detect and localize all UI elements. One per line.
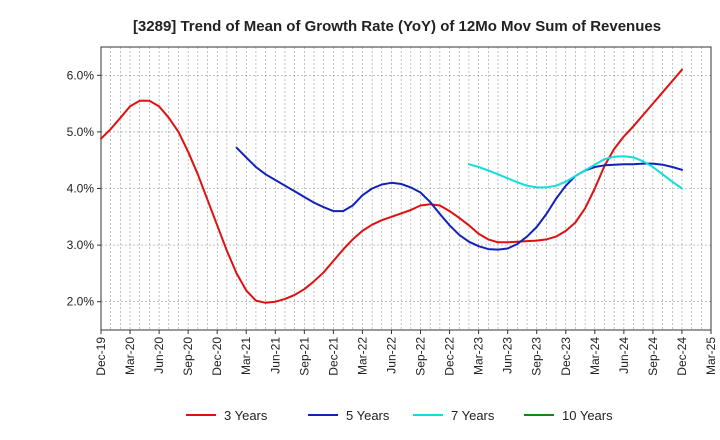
x-tick-label: Jun-23: [501, 337, 515, 374]
y-tick-label: 5.0%: [67, 125, 95, 139]
x-tick-label: Sep-21: [297, 337, 311, 376]
x-tick-label: Dec-19: [94, 337, 108, 376]
x-tick-label: Mar-25: [704, 337, 718, 375]
x-tick-label: Dec-24: [675, 337, 689, 376]
y-axis: 2.0% 3.0% 4.0% 5.0% 6.0%: [67, 68, 101, 309]
legend-label: 3 Years: [224, 408, 268, 423]
legend: 3 Years 5 Years 7 Years 10 Years: [186, 408, 613, 423]
chart-title: [3289] Trend of Mean of Growth Rate (YoY…: [133, 18, 661, 35]
x-tick-label: Jun-21: [268, 337, 282, 374]
x-tick-label: Mar-22: [355, 337, 369, 375]
grid: [101, 47, 711, 330]
x-tick-label: Jun-24: [617, 337, 631, 374]
legend-label: 5 Years: [346, 408, 390, 423]
x-tick-label: Sep-22: [414, 337, 428, 376]
series-lines: [100, 68, 683, 304]
y-tick-label: 6.0%: [67, 68, 95, 82]
legend-label: 10 Years: [562, 408, 613, 423]
x-tick-label: Sep-23: [530, 337, 544, 376]
y-tick-label: 2.0%: [67, 295, 95, 309]
y-tick-label: 3.0%: [67, 238, 95, 252]
x-tick-label: Jun-22: [384, 337, 398, 374]
x-tick-label: Dec-23: [559, 337, 573, 376]
legend-label: 7 Years: [451, 408, 495, 423]
x-tick-label: Mar-20: [123, 337, 137, 375]
x-tick-label: Sep-20: [181, 337, 195, 376]
x-tick-label: Mar-21: [239, 337, 253, 375]
x-tick-label: Mar-24: [588, 337, 602, 375]
series-line-7-years: [467, 155, 683, 190]
x-axis: Dec-19 Mar-20 Jun-20 Sep-20 Dec-20 Mar-21 Jun-…: [94, 330, 718, 376]
series-line-5-years: [235, 146, 683, 251]
x-tick-label: Mar-23: [472, 337, 486, 375]
x-tick-label: Dec-22: [443, 337, 457, 376]
x-tick-label: Sep-24: [646, 337, 660, 376]
y-tick-label: 4.0%: [67, 182, 95, 196]
x-tick-label: Dec-21: [326, 337, 340, 376]
x-tick-label: Jun-20: [152, 337, 166, 374]
x-tick-label: Dec-20: [210, 337, 224, 376]
series-line-3-years: [100, 68, 683, 304]
